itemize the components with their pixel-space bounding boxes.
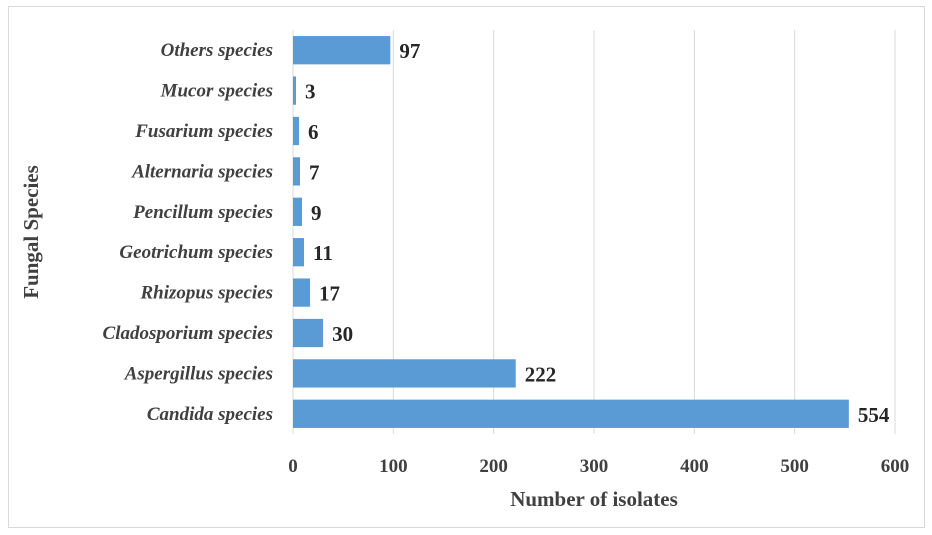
chart-frame <box>8 6 925 528</box>
category-label: Aspergillus species <box>124 363 273 384</box>
category-label: Geotrichum species <box>119 242 273 263</box>
bar <box>293 318 324 348</box>
bar <box>293 278 311 307</box>
x-tick-label: 400 <box>680 456 709 477</box>
data-label: 97 <box>399 39 420 63</box>
x-tick-labels: 0 100 200 300 400 500 600 <box>288 456 909 477</box>
category-label: Pencillum species <box>132 202 273 223</box>
bar <box>293 399 849 428</box>
x-tick-label: 0 <box>288 456 298 477</box>
x-axis-title: Number of isolates <box>510 487 678 511</box>
category-label: Others species <box>161 40 273 61</box>
x-tick-label: 500 <box>780 456 809 477</box>
category-label: Alternaria species <box>131 161 273 182</box>
bar <box>293 238 305 267</box>
category-label: Candida species <box>147 404 273 425</box>
data-label: 6 <box>308 120 319 144</box>
category-label: Cladosporium species <box>103 323 273 344</box>
bar <box>293 116 300 146</box>
bar <box>293 197 303 226</box>
y-axis-title: Fungal Species <box>19 165 43 299</box>
category-label: Rhizopus species <box>140 283 274 304</box>
data-label: 11 <box>313 241 333 265</box>
x-tick-label: 200 <box>479 456 508 477</box>
data-labels: 97 3 6 7 9 11 17 30 222 554 <box>305 39 890 427</box>
bars <box>293 36 849 428</box>
category-label: Fusarium species <box>134 121 273 142</box>
x-tick-label: 600 <box>881 456 910 477</box>
bar <box>293 157 301 186</box>
bar <box>293 76 297 105</box>
bar <box>293 36 391 65</box>
x-tick-label: 300 <box>580 456 609 477</box>
data-label: 30 <box>332 322 353 346</box>
x-tick-label: 100 <box>379 456 408 477</box>
data-label: 3 <box>305 80 316 104</box>
category-label: Mucor species <box>160 81 273 102</box>
bar <box>293 359 516 388</box>
category-labels: Others species Mucor species Fusarium spec… <box>103 40 273 425</box>
data-label: 554 <box>858 403 890 427</box>
data-label: 9 <box>311 201 322 225</box>
data-label: 17 <box>319 282 340 306</box>
data-label: 222 <box>525 362 557 386</box>
data-label: 7 <box>309 160 320 184</box>
